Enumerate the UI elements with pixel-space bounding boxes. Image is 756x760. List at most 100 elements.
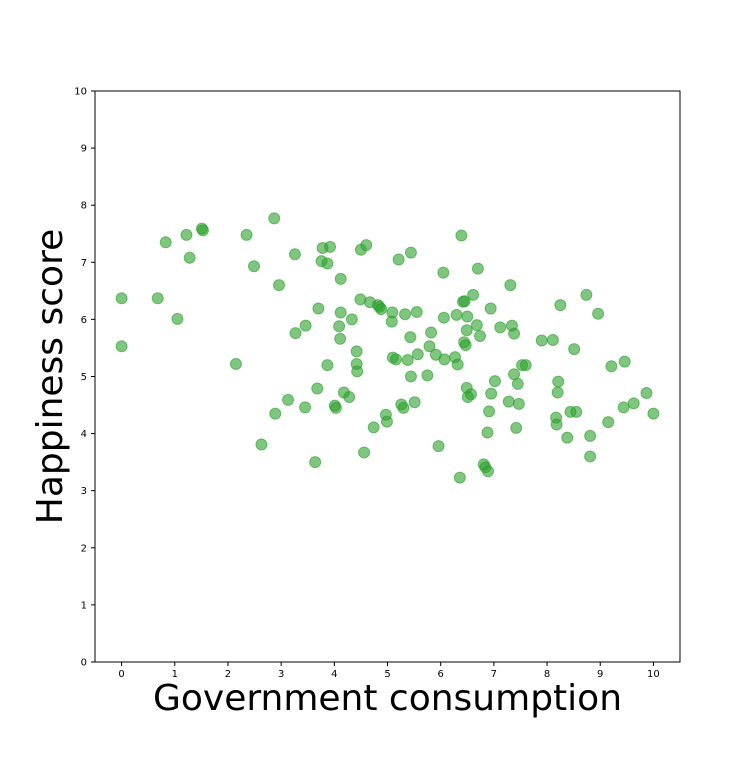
data-point (605, 360, 618, 373)
data-point (450, 308, 463, 321)
data-point (484, 302, 497, 315)
data-point (151, 292, 164, 305)
data-point (458, 295, 471, 308)
data-point (386, 306, 399, 319)
data-point (273, 279, 286, 292)
data-point (432, 440, 445, 453)
data-point (512, 397, 525, 410)
data-point (367, 421, 380, 434)
y-tick-label: 10 (74, 87, 87, 98)
x-tick-label: 2 (225, 669, 231, 680)
data-point (288, 248, 301, 261)
data-point (358, 446, 371, 459)
x-axis-title: Government consumption (153, 678, 622, 719)
data-point (467, 288, 480, 301)
data-point (196, 224, 209, 237)
data-point (248, 260, 261, 273)
data-point (390, 353, 403, 366)
data-point (380, 415, 393, 428)
data-point (423, 340, 436, 353)
data-point (321, 257, 334, 270)
y-tick-label: 7 (81, 258, 87, 269)
data-point (392, 253, 405, 266)
data-point (311, 382, 324, 395)
points-layer (115, 212, 660, 484)
y-tick-label: 5 (81, 372, 87, 383)
data-point (399, 308, 412, 321)
y-tick-label: 3 (81, 486, 87, 497)
x-tick-label: 9 (597, 669, 603, 680)
x-tick-label: 1 (172, 669, 178, 680)
data-point (482, 465, 495, 478)
data-point (321, 359, 334, 372)
data-point (561, 431, 574, 444)
y-tick-label: 9 (81, 144, 87, 155)
data-point (115, 292, 128, 305)
data-point (568, 343, 581, 356)
data-point (375, 303, 388, 316)
y-tick-label: 1 (81, 600, 87, 611)
data-point (437, 266, 450, 279)
data-point (183, 251, 196, 264)
data-point (425, 326, 438, 339)
data-point (584, 429, 597, 442)
data-point (488, 375, 501, 388)
data-point (511, 377, 524, 390)
data-point (481, 426, 494, 439)
x-tick-label: 5 (384, 669, 390, 680)
y-tick-label: 4 (81, 429, 87, 440)
x-tick-label: 4 (331, 669, 337, 680)
data-point (535, 334, 548, 347)
data-point (343, 391, 356, 404)
x-tick-label: 6 (437, 669, 443, 680)
data-point (401, 353, 414, 366)
data-point (334, 306, 347, 319)
data-point (550, 418, 563, 431)
data-point (333, 320, 346, 333)
data-point (299, 319, 312, 332)
y-tick-label: 0 (81, 658, 87, 669)
data-point (552, 375, 565, 388)
data-point (329, 401, 342, 414)
data-point (504, 279, 517, 292)
data-point (180, 228, 193, 241)
data-point (334, 272, 347, 285)
data-point (115, 340, 128, 353)
y-tick-label: 6 (81, 315, 87, 326)
x-axis-ticks: 0 1 2 3 4 5 6 7 8 9 10 (118, 662, 660, 680)
data-point (455, 229, 468, 242)
data-point (519, 359, 532, 372)
data-point (580, 288, 593, 301)
data-point (551, 386, 564, 399)
data-point (229, 357, 242, 370)
data-point (471, 262, 484, 275)
data-point (554, 299, 567, 312)
data-point (438, 353, 451, 366)
data-point (404, 246, 417, 259)
data-point (460, 324, 473, 337)
data-point (289, 327, 302, 340)
data-point (171, 312, 184, 325)
data-point (617, 401, 630, 414)
data-point (510, 421, 523, 434)
data-point (421, 369, 434, 382)
data-point (474, 329, 487, 342)
data-point (640, 387, 653, 400)
x-tick-label: 7 (491, 669, 497, 680)
data-point (451, 358, 464, 371)
y-tick-label: 2 (81, 543, 87, 554)
data-point (459, 339, 472, 352)
data-point (309, 456, 322, 469)
data-point (570, 405, 583, 418)
data-point (397, 401, 410, 414)
data-point (437, 311, 450, 324)
data-point (351, 365, 364, 378)
data-point (268, 212, 281, 225)
data-point (602, 416, 615, 429)
data-point (618, 355, 631, 368)
data-point (627, 397, 640, 410)
data-point (453, 471, 466, 484)
data-point (546, 333, 559, 346)
